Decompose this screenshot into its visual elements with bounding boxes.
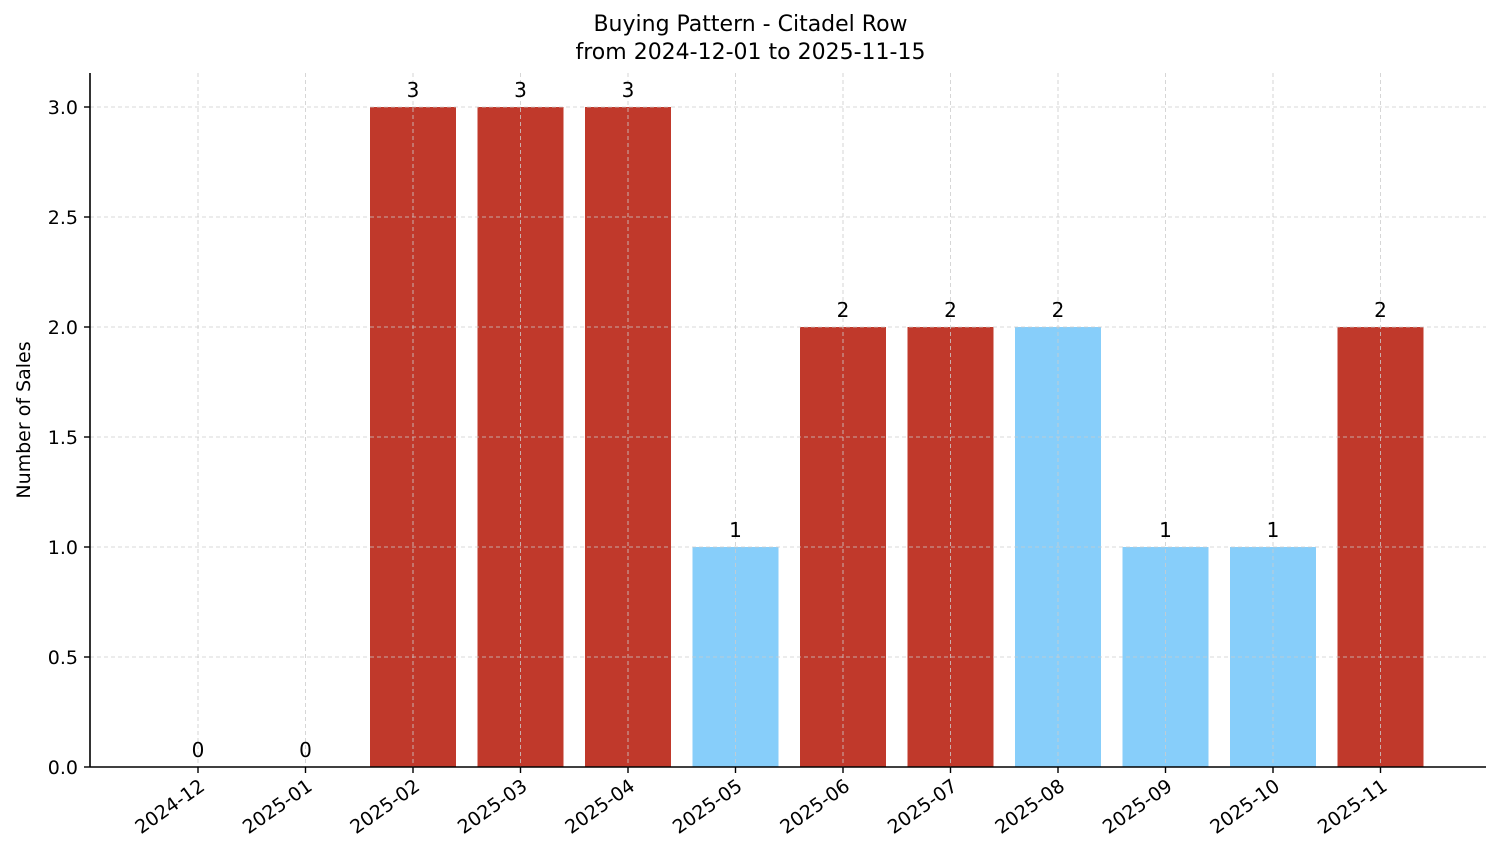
- y-tick-label: 1.5: [48, 427, 78, 449]
- y-axis-ticks: 0.0 0.5 1.0 1.5 2.0 2.5 3.0: [48, 97, 90, 779]
- bar-value-label: 2: [1052, 298, 1065, 322]
- y-tick-label: 1.0: [48, 537, 78, 559]
- x-tick-label: 2025-10: [1206, 775, 1284, 839]
- bar-value-label: 2: [1374, 298, 1387, 322]
- x-tick-label: 2025-04: [561, 775, 639, 839]
- chart-title: Buying Pattern - Citadel Row: [593, 12, 908, 37]
- bar-value-label: 2: [944, 298, 957, 322]
- y-tick-label: 3.0: [48, 97, 78, 119]
- x-tick-label: 2025-11: [1314, 775, 1392, 839]
- y-tick-label: 0.0: [48, 757, 78, 779]
- x-tick-label: 2025-05: [669, 775, 747, 839]
- x-tick-label: 2025-06: [776, 775, 854, 839]
- x-tick-label: 2025-09: [1099, 775, 1177, 839]
- bar-value-label: 3: [407, 78, 420, 102]
- bar-value-label: 3: [514, 78, 527, 102]
- bar-value-label: 1: [1159, 518, 1172, 542]
- x-tick-label: 2025-08: [991, 775, 1069, 839]
- chart-subtitle: from 2024-12-01 to 2025-11-15: [575, 40, 926, 65]
- bar-value-label: 1: [729, 518, 742, 542]
- bar-value-label: 1: [1267, 518, 1280, 542]
- x-axis-ticks: 2024-12 2025-01 2025-02 2025-03 2025-04 2025-…: [131, 767, 1391, 839]
- y-tick-label: 2.0: [48, 317, 78, 339]
- x-tick-label: 2025-07: [884, 775, 962, 839]
- y-tick-label: 0.5: [48, 647, 78, 669]
- bar-value-label: 0: [192, 738, 205, 762]
- x-tick-label: 2025-01: [239, 775, 317, 839]
- bar-value-labels: 0 0 3 3 3 1 2 2 2 1 1 2: [192, 78, 1387, 762]
- x-tick-label: 2025-02: [346, 775, 424, 839]
- y-tick-label: 2.5: [48, 207, 78, 229]
- bar-value-label: 0: [299, 738, 312, 762]
- x-tick-label: 2025-03: [454, 775, 532, 839]
- bar-value-label: 2: [837, 298, 850, 322]
- axes: [89, 73, 1486, 768]
- x-tick-label: 2024-12: [131, 775, 209, 839]
- bar-value-label: 3: [622, 78, 635, 102]
